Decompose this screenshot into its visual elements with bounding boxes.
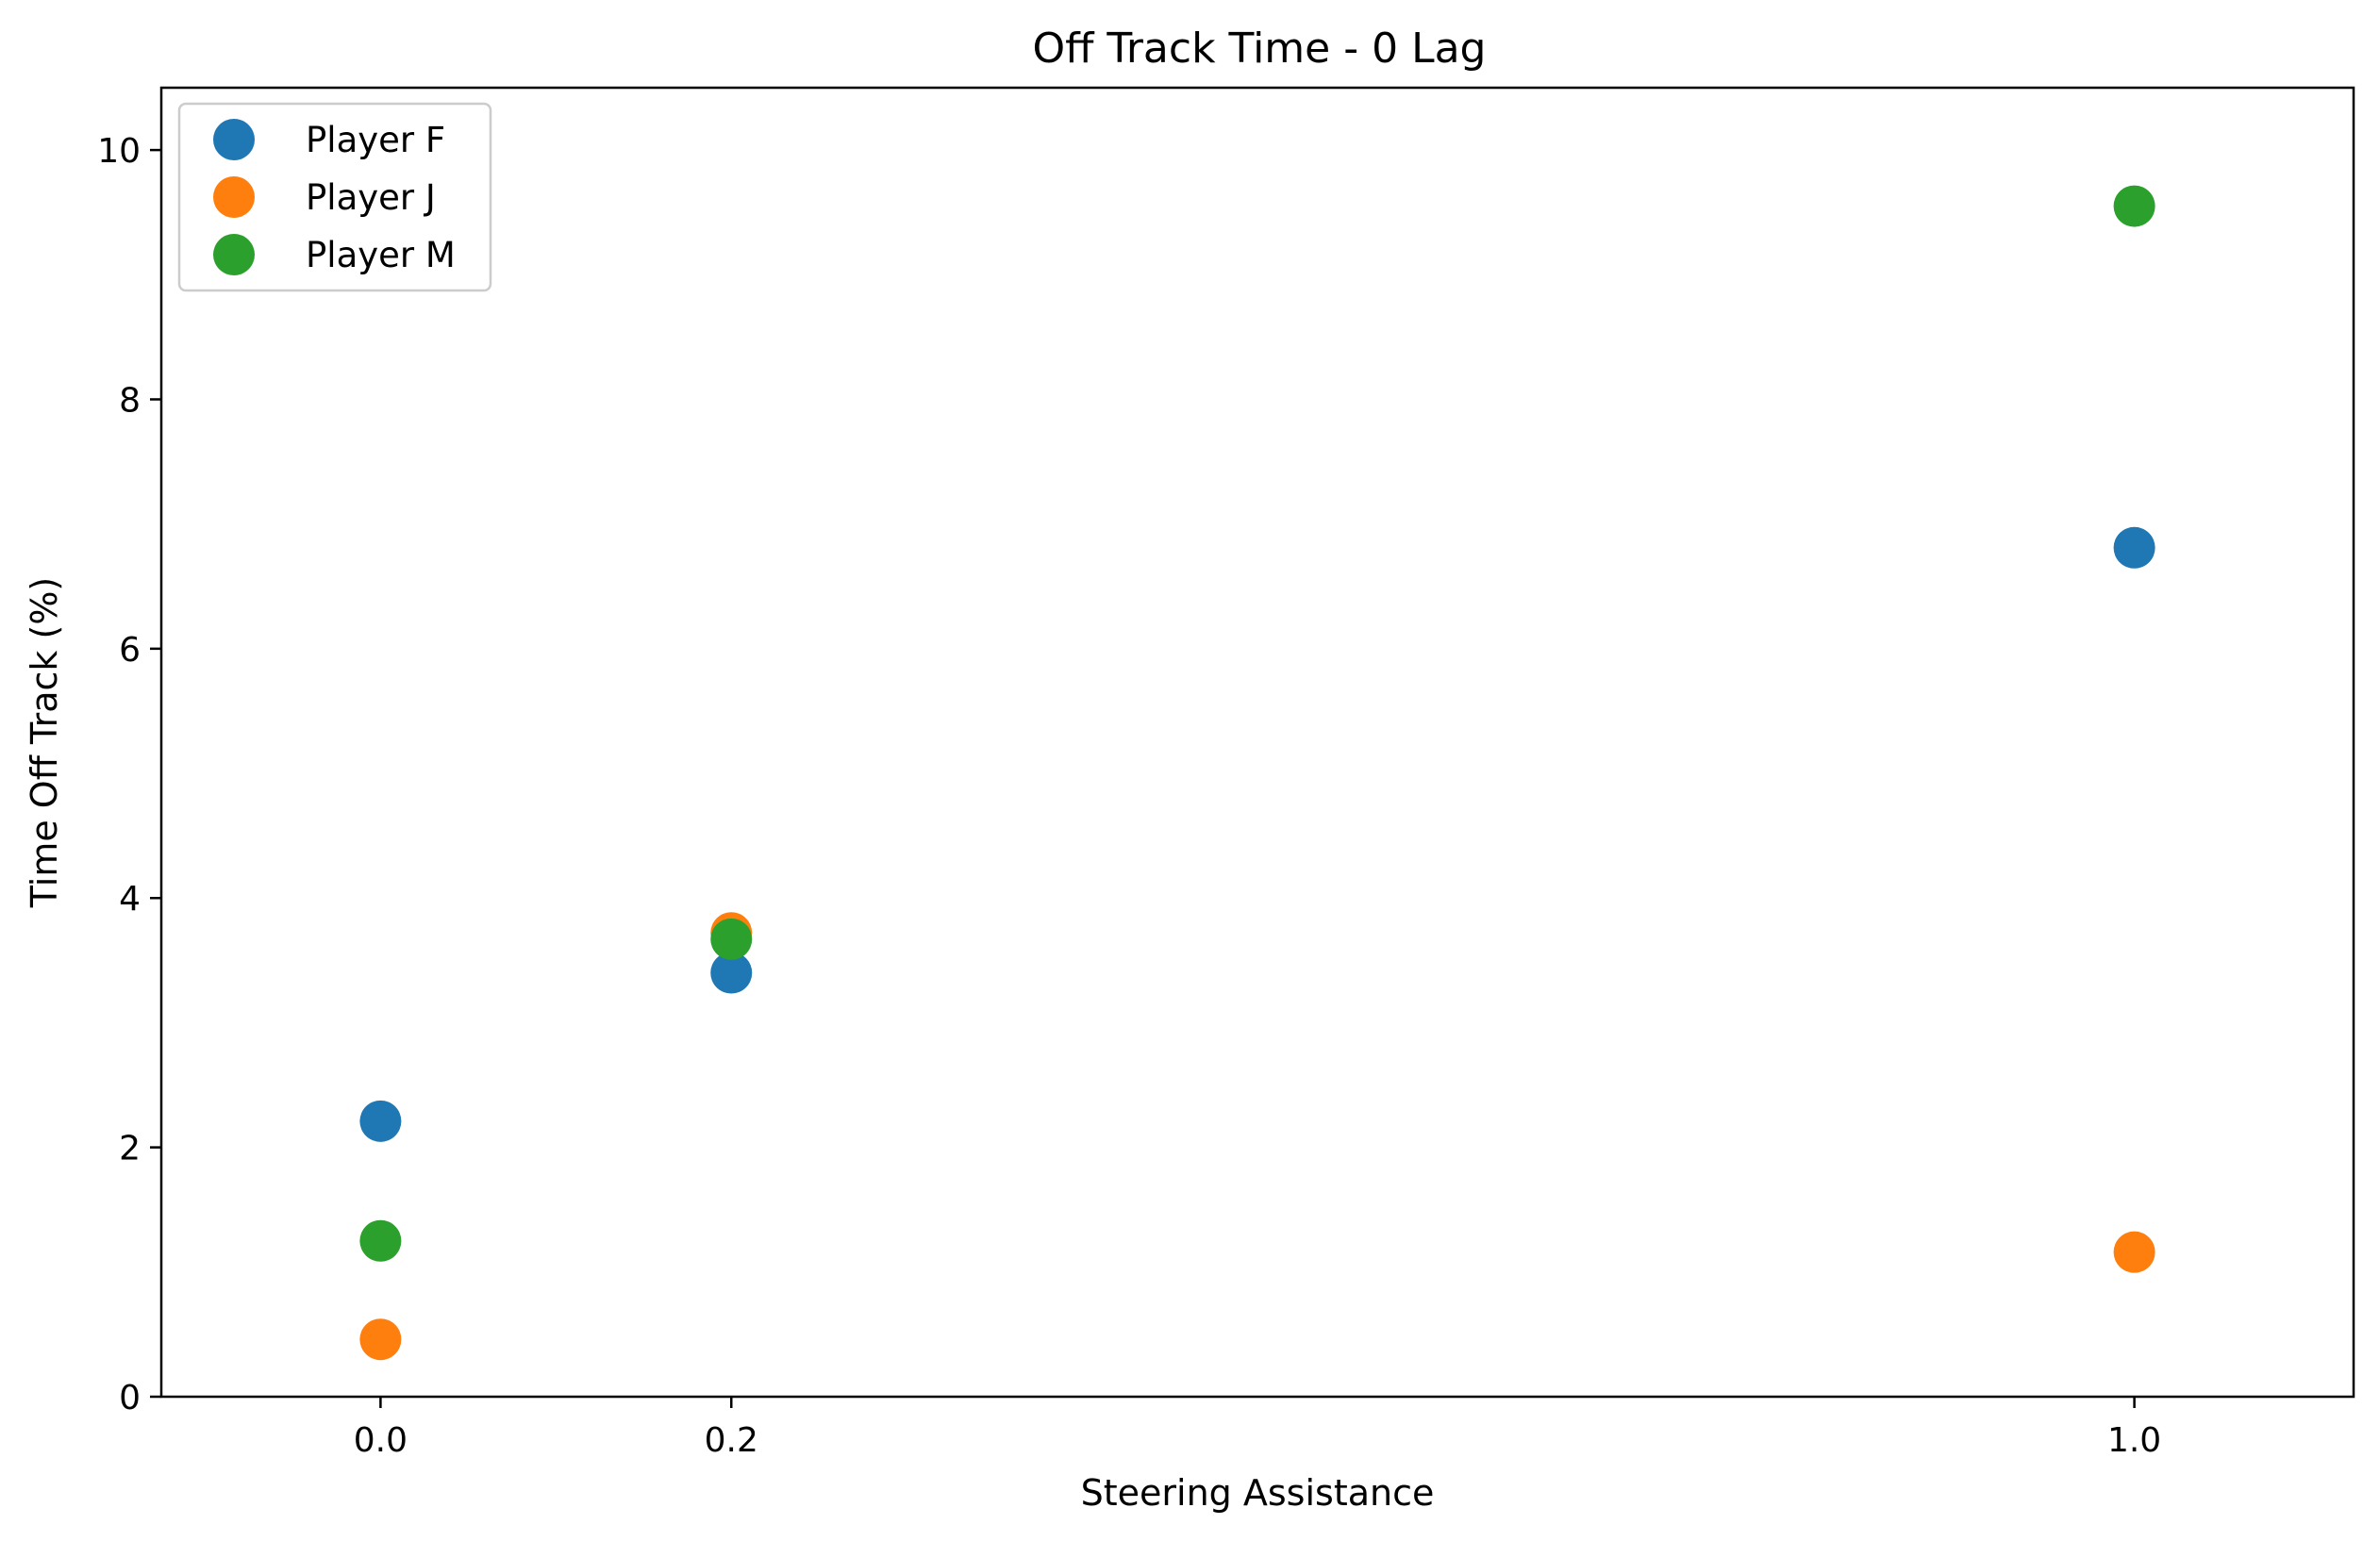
y-tick-label: 10 <box>97 132 141 171</box>
data-point-series-1-2 <box>2113 1231 2155 1273</box>
y-tick-label: 8 <box>119 381 141 420</box>
data-points <box>359 185 2155 1361</box>
y-tick-label: 6 <box>119 631 141 670</box>
x-tick-label: 0.0 <box>354 1421 408 1460</box>
x-tick-label: 1.0 <box>2107 1421 2161 1460</box>
x-axis-ticks: 0.0 0.2 1.0 <box>354 1397 2161 1460</box>
data-point-series-0-2 <box>2113 526 2155 569</box>
plot-frame <box>159 86 2355 1399</box>
legend-label-2: Player M <box>306 235 456 275</box>
y-axis-label: Time Off Track (%) <box>24 577 65 909</box>
y-tick-label: 0 <box>119 1379 141 1417</box>
y-tick-label: 2 <box>119 1130 141 1168</box>
data-point-series-2-1 <box>710 918 753 960</box>
legend-label-1: Player J <box>306 177 436 218</box>
legend: Player F Player J Player M <box>177 102 492 292</box>
legend-marker-2 <box>213 234 255 275</box>
chart-title: Off Track Time - 0 Lag <box>1033 25 1487 73</box>
x-tick-label: 0.2 <box>705 1421 758 1460</box>
data-point-series-0-0 <box>359 1100 402 1142</box>
legend-marker-0 <box>213 119 255 160</box>
legend-box <box>177 102 492 292</box>
y-tick-label: 4 <box>119 880 141 919</box>
x-axis-label: Steering Assistance <box>1081 1472 1435 1514</box>
data-point-series-0-1 <box>710 952 753 994</box>
data-point-series-2-0 <box>359 1219 402 1262</box>
legend-marker-1 <box>213 176 255 218</box>
data-point-series-2-2 <box>2113 185 2155 227</box>
legend-label-0: Player F <box>306 120 445 160</box>
data-point-series-1-0 <box>359 1318 402 1361</box>
y-axis-ticks: 0 2 4 6 8 10 <box>97 132 161 1417</box>
